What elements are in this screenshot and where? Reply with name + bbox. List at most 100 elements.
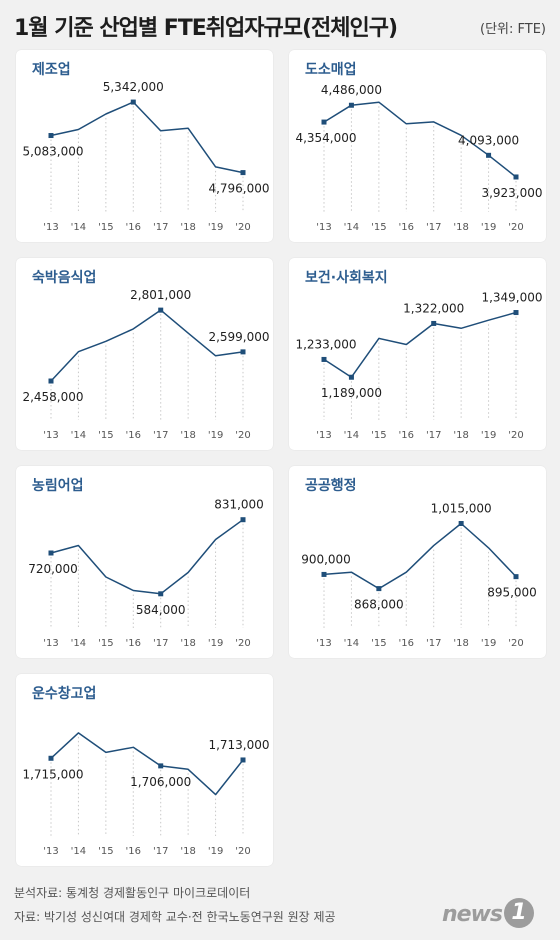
x-tick-label: '18 [453, 638, 468, 649]
x-tick-label: '20 [508, 430, 523, 441]
chart-svg: 농림어업 '13 '14 '15 '16 '17 '18 '19 '20 720,000 584,0… [28, 477, 264, 649]
data-point-marker [240, 517, 246, 523]
data-label: 720,000 [28, 562, 78, 576]
data-point-marker [348, 102, 354, 108]
data-point-marker [513, 174, 519, 180]
chart-panel-manufacturing: 제조업 '13 '14 '15 '16 '17 '18 '19 '20 5,083,000 5,34… [16, 50, 273, 242]
data-label: 5,083,000 [22, 145, 83, 159]
data-point-marker [48, 133, 54, 139]
x-tick-label: '13 [43, 222, 58, 233]
source-note: 자료: 박기성 성신여대 경제학 교수·전 한국노동연구원 원장 제공 [14, 910, 336, 924]
panel-title: 농림어업 [32, 477, 84, 494]
news1-logo: news 1 [442, 896, 542, 930]
x-tick-label: '14 [71, 222, 86, 233]
x-tick-label: '18 [453, 430, 468, 441]
chart-svg: 보건·사회복지 '13 '14 '15 '16 '17 '18 '19 '20 1,233,000… [295, 269, 542, 441]
data-point-marker [48, 755, 54, 761]
x-tick-label: '17 [153, 846, 168, 857]
chart-panel-health-welfare: 보건·사회복지 '13 '14 '15 '16 '17 '18 '19 '20 1,233,000… [289, 258, 546, 450]
series-line [50, 101, 244, 174]
x-tick-label: '16 [126, 430, 141, 441]
data-label: 2,458,000 [22, 390, 83, 404]
chart-svg: 제조업 '13 '14 '15 '16 '17 '18 '19 '20 5,083,000 5,34… [22, 62, 269, 233]
panel-title: 제조업 [32, 62, 71, 78]
x-tick-label: '14 [71, 638, 86, 649]
data-label: 5,342,000 [103, 80, 164, 94]
x-tick-label: '16 [126, 638, 141, 649]
data-label: 3,923,000 [481, 186, 542, 200]
x-tick-label: '16 [399, 222, 414, 233]
x-tick-label: '15 [98, 846, 113, 857]
data-label: 1,322,000 [403, 301, 464, 315]
x-tick-label: '13 [43, 846, 58, 857]
data-point-marker [376, 586, 382, 592]
series-line [323, 101, 517, 178]
x-tick-label: '20 [508, 638, 523, 649]
x-tick-label: '15 [371, 430, 386, 441]
data-label: 4,486,000 [321, 83, 382, 97]
x-tick-label: '20 [235, 846, 250, 857]
x-tick-label: '15 [371, 222, 386, 233]
x-tick-label: '18 [180, 846, 195, 857]
x-tick-label: '14 [344, 638, 359, 649]
data-point-marker [321, 356, 327, 362]
chart-svg: 공공행정 '13 '14 '15 '16 '17 '18 '19 '20 900,000 868,0… [301, 477, 537, 649]
x-tick-label: '18 [453, 222, 468, 233]
panel-title: 도소매업 [305, 62, 357, 78]
x-tick-label: '19 [208, 638, 223, 649]
data-point-marker [513, 310, 519, 316]
data-point-marker [348, 374, 354, 380]
x-tick-label: '19 [481, 222, 496, 233]
data-point-marker [48, 550, 54, 556]
x-tick-label: '17 [426, 638, 441, 649]
x-tick-label: '17 [153, 638, 168, 649]
chart-panel-transport-storage: 운수창고업 '13 '14 '15 '16 '17 '18 '19 '20 1,715,000 1,… [16, 674, 273, 866]
x-tick-label: '16 [126, 846, 141, 857]
x-tick-label: '16 [126, 222, 141, 233]
x-tick-label: '18 [180, 638, 195, 649]
data-point-marker [158, 307, 164, 313]
data-point-marker [458, 521, 464, 526]
logo-text: news [442, 902, 503, 927]
data-point-marker [130, 99, 136, 105]
data-label: 1,713,000 [208, 738, 269, 752]
data-point-marker [240, 349, 246, 355]
chart-svg: 숙박음식업 '13 '14 '15 '16 '17 '18 '19 '20 2,458,000 2,… [22, 269, 269, 441]
chart-svg: 운수창고업 '13 '14 '15 '16 '17 '18 '19 '20 1,715,000 1,… [22, 685, 269, 857]
data-label: 584,000 [136, 603, 186, 617]
data-label: 1,349,000 [481, 291, 542, 305]
data-label: 1,233,000 [295, 337, 356, 351]
data-point-marker [486, 152, 492, 158]
x-tick-label: '15 [371, 638, 386, 649]
x-tick-label: '18 [180, 222, 195, 233]
page-title: 1월 기준 산업별 FTE취업자규모(전체인구) [14, 16, 398, 41]
data-point-marker [431, 320, 437, 326]
data-point-marker [513, 574, 519, 580]
x-tick-label: '19 [208, 222, 223, 233]
data-label: 831,000 [214, 498, 264, 512]
chart-panel-accommodation-food: 숙박음식업 '13 '14 '15 '16 '17 '18 '19 '20 2,458,000 2,… [16, 258, 273, 450]
series-line [50, 309, 244, 382]
series-line [323, 522, 517, 590]
data-label: 1,015,000 [431, 502, 492, 516]
x-tick-label: '14 [71, 846, 86, 857]
chart-panel-public-admin: 공공행정 '13 '14 '15 '16 '17 '18 '19 '20 900,000 868,0… [289, 466, 546, 658]
data-point-marker [240, 757, 246, 763]
x-tick-label: '17 [426, 222, 441, 233]
x-tick-label: '16 [399, 430, 414, 441]
data-label: 868,000 [354, 598, 404, 612]
data-label: 4,796,000 [208, 182, 269, 196]
x-tick-label: '14 [344, 430, 359, 441]
data-label: 895,000 [487, 586, 537, 600]
panel-title: 운수창고업 [32, 685, 96, 702]
x-tick-label: '20 [235, 638, 250, 649]
x-tick-label: '13 [316, 430, 331, 441]
series-line [50, 732, 244, 796]
x-tick-label: '15 [98, 430, 113, 441]
x-tick-label: '20 [508, 222, 523, 233]
data-point-marker [158, 763, 164, 769]
header: 1월 기준 산업별 FTE취업자규모(전체인구) (단위: FTE) [14, 10, 546, 44]
x-tick-label: '13 [43, 638, 58, 649]
data-label: 4,354,000 [295, 131, 356, 145]
data-point-marker [321, 119, 327, 125]
